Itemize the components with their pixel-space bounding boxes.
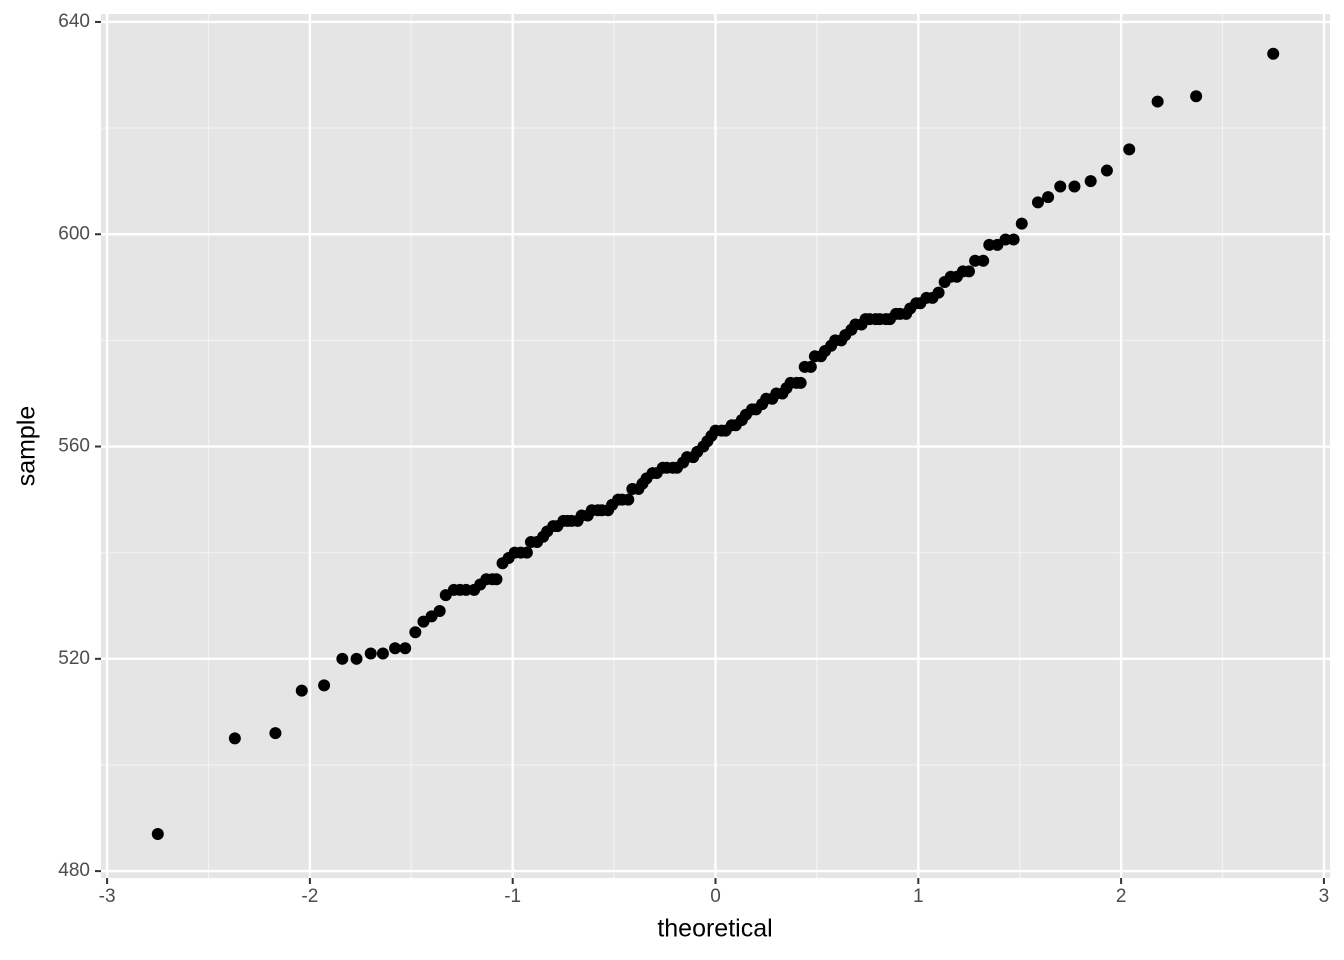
x-tick-label: -2 — [301, 886, 318, 907]
x-tick-label: -1 — [504, 886, 521, 907]
x-tick-label: 1 — [913, 886, 924, 907]
point — [409, 626, 422, 639]
point — [1068, 180, 1081, 193]
x-tick-label: 0 — [710, 886, 721, 907]
point — [1151, 95, 1164, 108]
point — [804, 360, 817, 373]
point — [376, 647, 389, 660]
point — [490, 573, 503, 586]
point — [622, 493, 635, 506]
point — [295, 684, 308, 697]
point — [963, 265, 976, 278]
point — [1042, 191, 1055, 204]
point — [1123, 143, 1136, 156]
y-tick-label: 600 — [58, 223, 90, 244]
point — [228, 732, 241, 745]
y-axis-title: sample — [13, 406, 41, 487]
point — [932, 286, 945, 299]
point — [1100, 164, 1113, 177]
point — [433, 605, 446, 618]
x-tick-label: 2 — [1116, 886, 1127, 907]
point — [336, 652, 349, 665]
point — [977, 254, 990, 267]
point — [1190, 90, 1203, 103]
point — [269, 727, 282, 740]
y-tick-label: 480 — [58, 860, 90, 881]
point — [389, 642, 402, 655]
point — [151, 827, 164, 840]
point — [1015, 217, 1028, 230]
point — [520, 546, 533, 559]
y-tick-label: 520 — [58, 648, 90, 669]
point — [1007, 233, 1020, 246]
point — [1054, 180, 1067, 193]
y-tick-label: 640 — [58, 11, 90, 32]
point — [399, 642, 412, 655]
y-tick-label: 560 — [58, 436, 90, 457]
x-tick-label: -3 — [99, 886, 116, 907]
point — [1031, 196, 1044, 209]
point — [1084, 175, 1097, 188]
point — [364, 647, 377, 660]
point — [318, 679, 331, 692]
point — [350, 652, 363, 665]
point — [1267, 47, 1280, 60]
point — [794, 376, 807, 389]
x-axis-title: theoretical — [657, 915, 772, 943]
x-tick-label: 3 — [1319, 886, 1330, 907]
